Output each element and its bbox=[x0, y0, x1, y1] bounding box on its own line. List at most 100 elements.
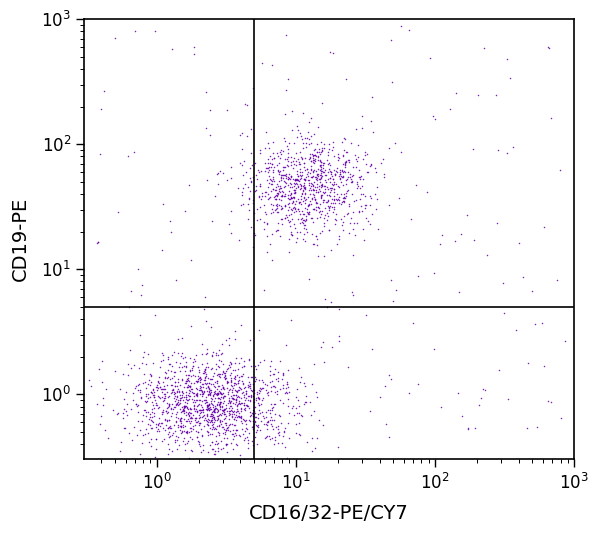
Point bbox=[210, 416, 220, 425]
Point bbox=[295, 179, 304, 188]
Point bbox=[457, 230, 466, 238]
Point bbox=[232, 426, 241, 435]
Point bbox=[260, 192, 270, 201]
Point bbox=[328, 208, 337, 217]
Point bbox=[254, 405, 263, 414]
Point bbox=[286, 217, 295, 225]
Point bbox=[299, 179, 309, 187]
Point bbox=[142, 392, 151, 400]
Point bbox=[470, 423, 479, 432]
Point bbox=[170, 382, 180, 390]
Point bbox=[331, 216, 341, 224]
Point bbox=[273, 425, 283, 434]
Point bbox=[229, 407, 238, 416]
Point bbox=[328, 199, 337, 207]
Point bbox=[238, 370, 247, 378]
Point bbox=[224, 334, 234, 342]
Point bbox=[539, 222, 549, 231]
Point bbox=[283, 155, 292, 163]
Point bbox=[327, 194, 337, 203]
Point bbox=[251, 420, 261, 429]
Point bbox=[291, 238, 301, 247]
Point bbox=[218, 394, 227, 402]
Point bbox=[335, 174, 345, 183]
Point bbox=[142, 396, 152, 405]
Point bbox=[307, 166, 316, 174]
Point bbox=[211, 383, 220, 392]
Point bbox=[184, 376, 193, 384]
Point bbox=[283, 402, 293, 411]
Point bbox=[173, 398, 182, 407]
Point bbox=[238, 388, 247, 397]
Point bbox=[351, 195, 361, 204]
Point bbox=[167, 447, 177, 456]
Point bbox=[285, 222, 295, 230]
Point bbox=[299, 400, 308, 409]
Point bbox=[212, 390, 222, 398]
Point bbox=[184, 382, 194, 391]
Point bbox=[125, 429, 134, 437]
Point bbox=[365, 162, 374, 171]
Point bbox=[308, 156, 317, 164]
Point bbox=[274, 159, 284, 168]
Point bbox=[224, 414, 234, 423]
Point bbox=[141, 425, 151, 433]
Point bbox=[296, 198, 305, 207]
Point bbox=[282, 389, 292, 397]
Point bbox=[242, 402, 251, 410]
Point bbox=[297, 154, 307, 163]
Point bbox=[266, 383, 276, 392]
Point bbox=[344, 158, 354, 166]
Point bbox=[241, 387, 251, 396]
Point bbox=[202, 419, 212, 428]
Point bbox=[337, 166, 347, 174]
Point bbox=[270, 433, 280, 441]
Point bbox=[287, 209, 296, 218]
Point bbox=[178, 387, 187, 395]
Point bbox=[243, 436, 253, 444]
Point bbox=[305, 184, 314, 193]
Point bbox=[195, 419, 205, 428]
Point bbox=[294, 430, 304, 438]
Point bbox=[120, 424, 130, 433]
Point bbox=[167, 409, 177, 418]
Point bbox=[194, 365, 204, 374]
Point bbox=[437, 231, 447, 240]
Point bbox=[218, 360, 228, 368]
Point bbox=[352, 178, 362, 186]
Point bbox=[167, 45, 177, 53]
Point bbox=[196, 383, 205, 391]
Point bbox=[260, 380, 269, 388]
Point bbox=[265, 367, 275, 375]
Point bbox=[335, 170, 344, 178]
Point bbox=[384, 433, 394, 441]
Point bbox=[254, 376, 264, 384]
Point bbox=[181, 428, 190, 436]
Point bbox=[280, 201, 289, 210]
Point bbox=[213, 350, 223, 359]
Point bbox=[245, 407, 254, 416]
Point bbox=[93, 237, 103, 246]
Point bbox=[208, 411, 217, 420]
Point bbox=[333, 442, 343, 451]
Point bbox=[151, 435, 161, 443]
Point bbox=[292, 175, 301, 183]
Point bbox=[173, 378, 182, 387]
Point bbox=[175, 422, 185, 430]
Point bbox=[159, 435, 169, 443]
Point bbox=[269, 185, 278, 193]
Point bbox=[166, 424, 175, 433]
Point bbox=[247, 161, 257, 170]
Point bbox=[185, 419, 195, 428]
Point bbox=[312, 214, 322, 223]
Point bbox=[252, 216, 262, 224]
Point bbox=[173, 421, 183, 429]
Point bbox=[213, 389, 223, 398]
Point bbox=[172, 392, 182, 401]
Point bbox=[336, 177, 346, 186]
Point bbox=[329, 178, 339, 186]
Point bbox=[349, 163, 358, 171]
Point bbox=[98, 394, 108, 403]
Point bbox=[328, 146, 337, 155]
Point bbox=[283, 213, 292, 222]
